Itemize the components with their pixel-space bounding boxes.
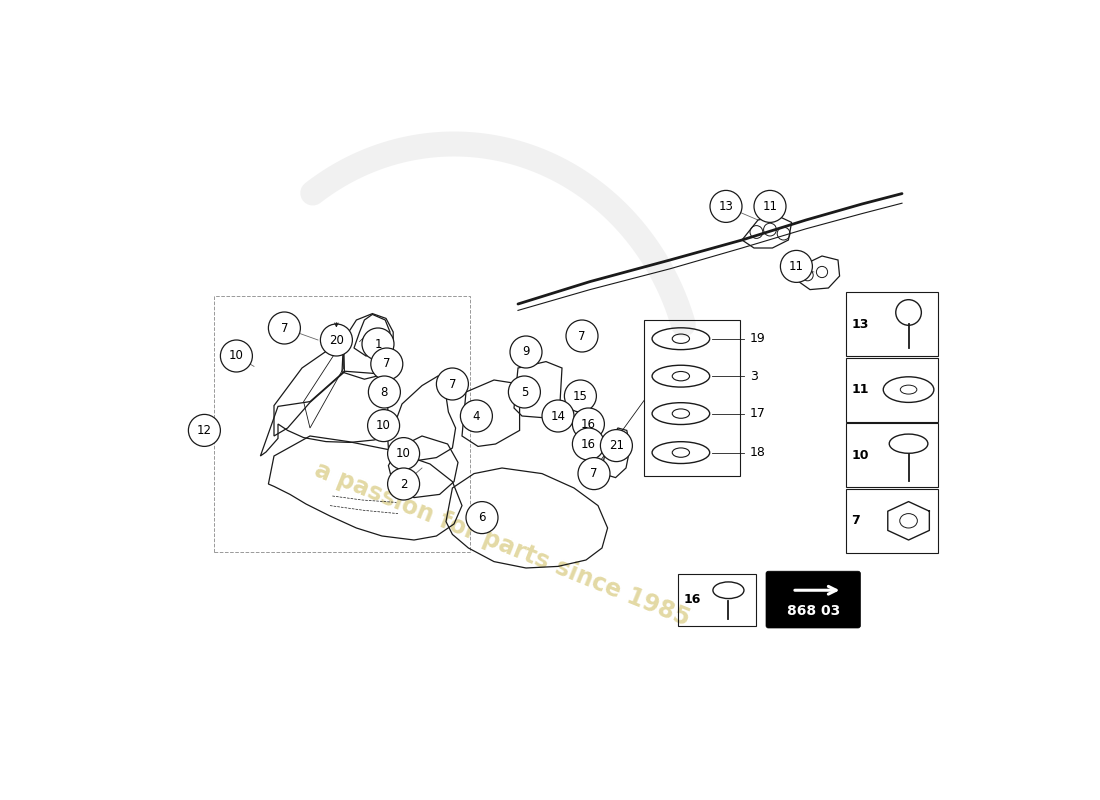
Bar bbox=[846, 423, 938, 487]
Text: 15: 15 bbox=[573, 390, 587, 402]
Bar bbox=[846, 358, 938, 422]
Circle shape bbox=[220, 340, 252, 372]
Text: 11: 11 bbox=[789, 260, 804, 273]
Circle shape bbox=[461, 400, 493, 432]
Text: 3: 3 bbox=[750, 370, 758, 382]
Bar bbox=[846, 292, 938, 356]
Text: 6: 6 bbox=[478, 511, 486, 524]
Text: 16: 16 bbox=[581, 438, 596, 450]
Text: 2: 2 bbox=[400, 478, 407, 490]
Circle shape bbox=[371, 348, 403, 380]
Text: 1: 1 bbox=[374, 338, 382, 350]
Text: 10: 10 bbox=[396, 447, 411, 460]
Text: 16: 16 bbox=[581, 418, 596, 430]
Text: 5: 5 bbox=[520, 386, 528, 398]
Text: 7: 7 bbox=[280, 322, 288, 334]
Text: 11: 11 bbox=[762, 200, 778, 213]
Text: 17: 17 bbox=[750, 407, 766, 420]
Text: 11: 11 bbox=[851, 383, 869, 396]
FancyBboxPatch shape bbox=[766, 571, 860, 628]
Text: 9: 9 bbox=[522, 346, 530, 358]
Circle shape bbox=[564, 380, 596, 412]
Text: 12: 12 bbox=[197, 424, 212, 437]
Text: 10: 10 bbox=[851, 449, 869, 462]
Circle shape bbox=[367, 410, 399, 442]
Circle shape bbox=[510, 336, 542, 368]
Text: 14: 14 bbox=[550, 410, 565, 422]
Text: 18: 18 bbox=[750, 446, 766, 459]
Circle shape bbox=[542, 400, 574, 432]
Text: 8: 8 bbox=[381, 386, 388, 398]
Text: 7: 7 bbox=[591, 467, 597, 480]
Text: 19: 19 bbox=[750, 332, 766, 346]
Text: a passion for parts since 1985: a passion for parts since 1985 bbox=[311, 458, 693, 630]
Bar bbox=[645, 320, 740, 476]
Text: 21: 21 bbox=[609, 439, 624, 452]
Circle shape bbox=[754, 190, 786, 222]
Text: 10: 10 bbox=[376, 419, 390, 432]
Text: 7: 7 bbox=[579, 330, 585, 342]
Text: 16: 16 bbox=[683, 593, 701, 606]
Circle shape bbox=[780, 250, 813, 282]
Bar bbox=[678, 574, 756, 626]
Circle shape bbox=[188, 414, 220, 446]
Text: 20: 20 bbox=[329, 334, 344, 346]
Circle shape bbox=[362, 328, 394, 360]
Circle shape bbox=[368, 376, 400, 408]
Circle shape bbox=[572, 428, 604, 460]
Circle shape bbox=[387, 468, 419, 500]
Circle shape bbox=[601, 430, 632, 462]
Circle shape bbox=[572, 408, 604, 440]
Circle shape bbox=[578, 458, 610, 490]
Text: 7: 7 bbox=[449, 378, 456, 390]
Circle shape bbox=[320, 324, 352, 356]
Circle shape bbox=[437, 368, 469, 400]
Circle shape bbox=[508, 376, 540, 408]
Text: 13: 13 bbox=[718, 200, 734, 213]
Circle shape bbox=[566, 320, 598, 352]
Text: 7: 7 bbox=[851, 514, 860, 527]
Circle shape bbox=[466, 502, 498, 534]
Circle shape bbox=[710, 190, 742, 222]
Bar bbox=[846, 489, 938, 553]
Text: 13: 13 bbox=[851, 318, 869, 330]
Text: 868 03: 868 03 bbox=[786, 604, 839, 618]
Text: 10: 10 bbox=[229, 350, 244, 362]
Circle shape bbox=[268, 312, 300, 344]
Text: 7: 7 bbox=[383, 358, 390, 370]
Text: 4: 4 bbox=[473, 410, 480, 422]
Polygon shape bbox=[197, 424, 208, 435]
Circle shape bbox=[387, 438, 419, 470]
